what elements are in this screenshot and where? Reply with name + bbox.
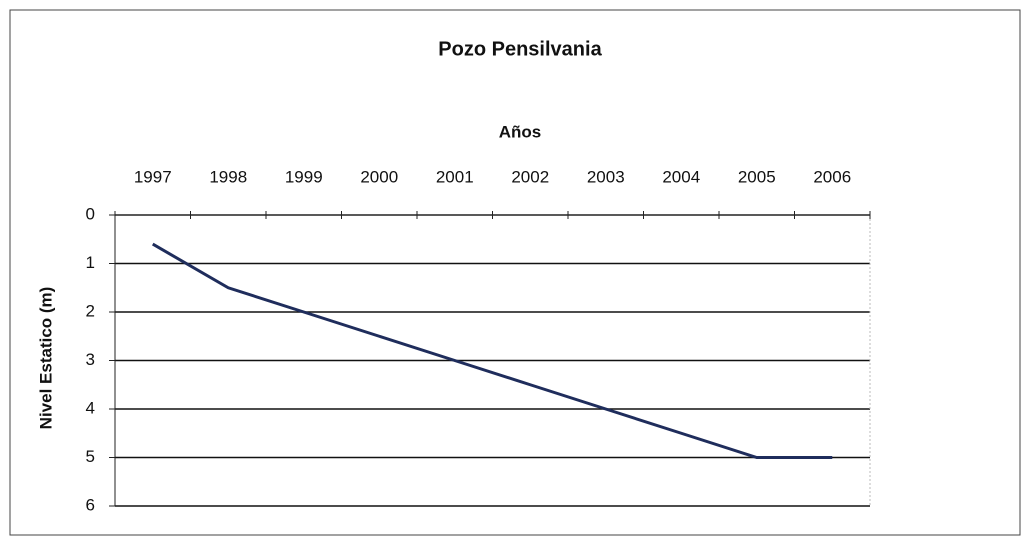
x-tick-label: 2004 [662, 167, 700, 186]
x-tick-label: 1999 [285, 167, 323, 186]
y-tick-label: 2 [86, 301, 95, 320]
y-tick-label: 5 [86, 447, 95, 466]
chart-title: Pozo Pensilvania [438, 38, 602, 60]
x-tick-label: 1997 [134, 167, 172, 186]
x-tick-label: 2003 [587, 167, 625, 186]
y-tick-label: 4 [86, 398, 95, 417]
data-line [151, 242, 833, 459]
x-tick-label: 2006 [813, 167, 851, 186]
y-axis-title: Nivel Estatico (m) [36, 287, 55, 430]
x-tick-label: 1998 [209, 167, 247, 186]
y-tick-label: 0 [86, 204, 95, 223]
y-tick-label: 6 [86, 495, 95, 514]
chart-frame [9, 9, 1021, 536]
y-tick-label: 3 [86, 350, 95, 369]
x-tick-label: 2001 [436, 167, 474, 186]
x-tick-label: 2000 [360, 167, 398, 186]
x-tick-label: 2002 [511, 167, 549, 186]
x-axis-title: Años [499, 122, 542, 141]
x-tick-label: 2005 [738, 167, 776, 186]
y-tick-label: 1 [86, 253, 95, 272]
